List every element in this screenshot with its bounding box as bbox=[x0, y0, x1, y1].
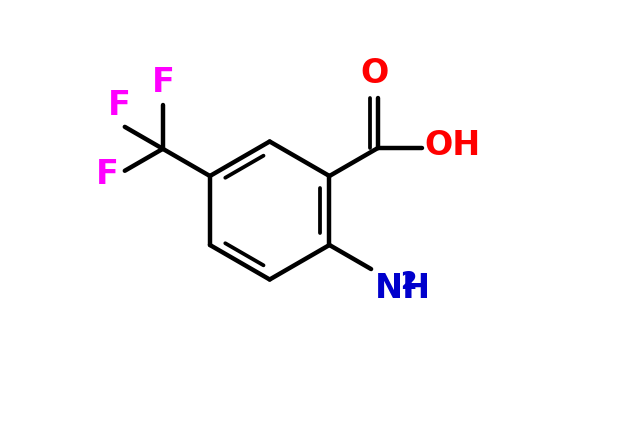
Text: NH: NH bbox=[374, 272, 430, 305]
Text: OH: OH bbox=[424, 129, 480, 162]
Text: O: O bbox=[360, 57, 388, 90]
Text: F: F bbox=[151, 66, 174, 99]
Text: F: F bbox=[108, 89, 131, 122]
Text: F: F bbox=[96, 157, 118, 191]
Text: 2: 2 bbox=[401, 270, 417, 294]
